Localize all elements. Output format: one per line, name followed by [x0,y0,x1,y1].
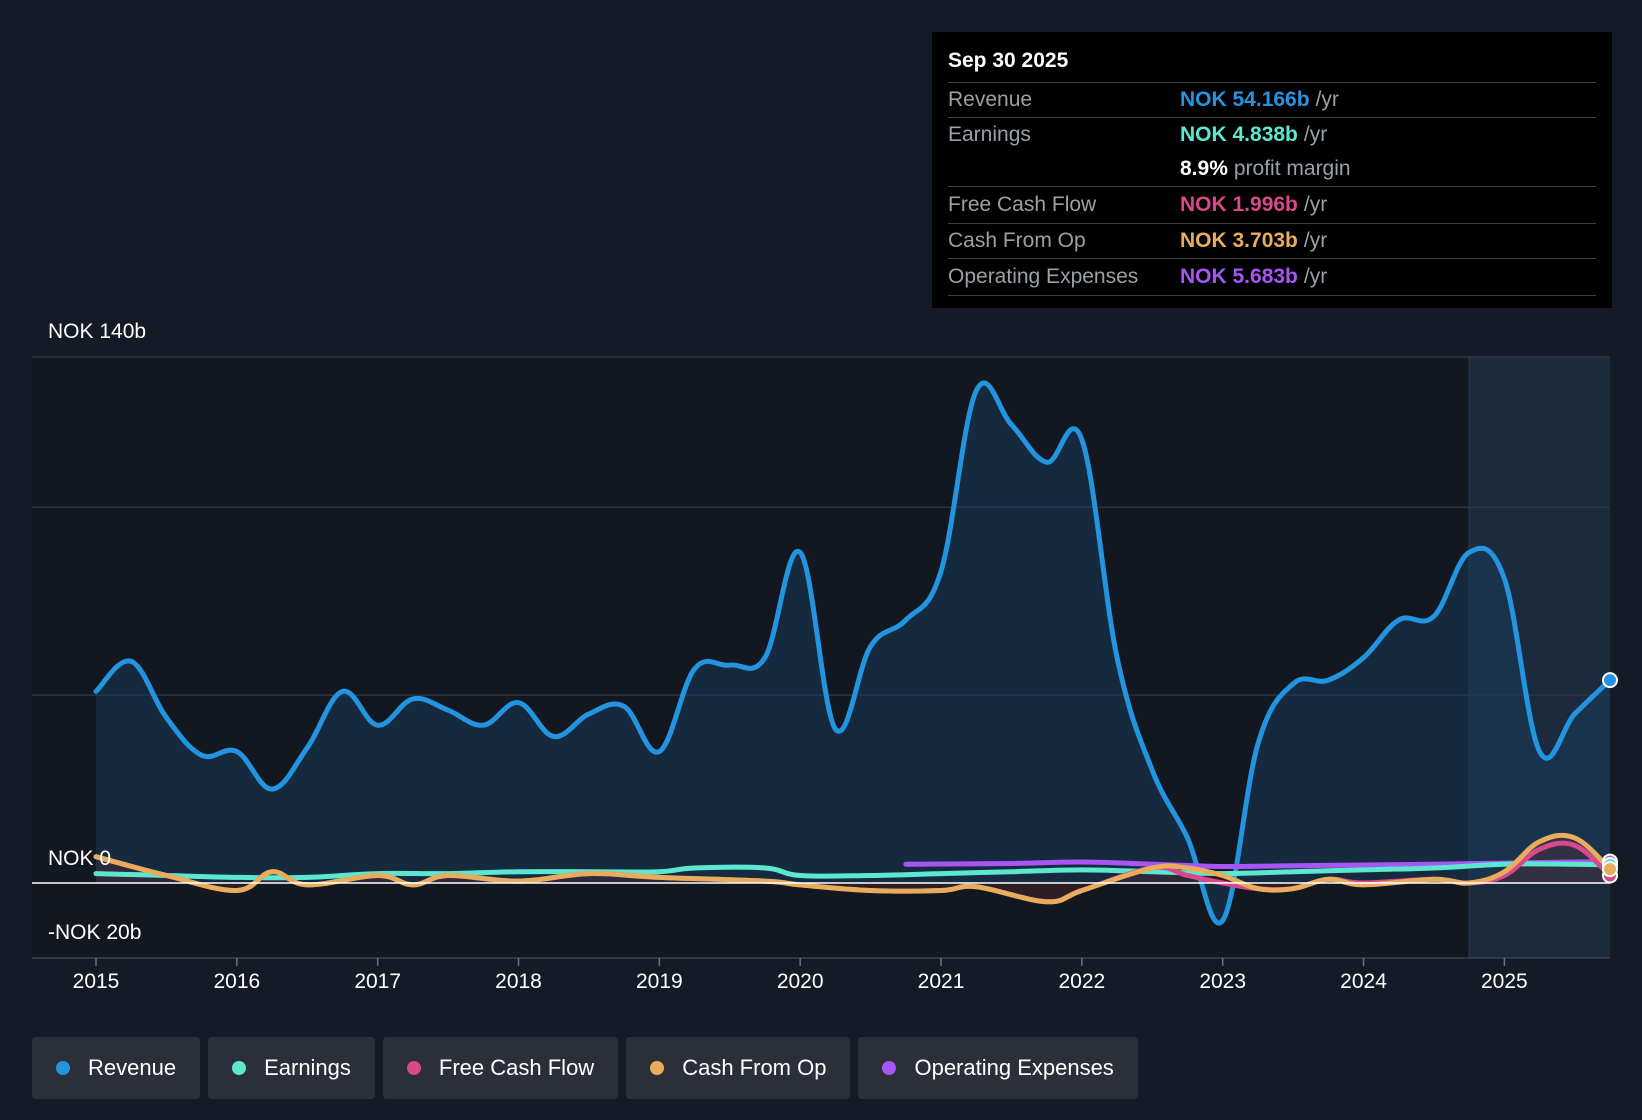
legend-label: Operating Expenses [914,1055,1114,1080]
legend-item-operating-expenses[interactable]: Operating Expenses [858,1037,1138,1099]
tooltip-row: Free Cash Flow NOK 1.996b/yr [948,187,1596,224]
legend-label: Free Cash Flow [438,1055,595,1080]
x-tick-label: 2019 [635,970,683,993]
legend-dot-icon [882,1061,897,1075]
revenue-end-marker [1602,672,1618,689]
legend-dot-icon [232,1061,247,1075]
tooltip-row-unit: /yr [1303,193,1328,216]
tooltip-row-value: 8.9% [1180,157,1228,180]
tooltip-row-label: Revenue [948,88,1033,111]
revenue-area-fill [96,382,1610,924]
tooltip-row-unit: /yr [1315,88,1339,111]
tooltip-row-label: Cash From Op [948,229,1086,252]
tooltip-row-value: NOK 5.683b [1180,265,1298,288]
legend-label: Earnings [264,1055,351,1080]
tooltip-row-unit: /yr [1303,229,1328,252]
tooltip-row-unit: profit margin [1233,157,1351,180]
cash-from-op-end-marker [1602,861,1618,878]
legend-label: Revenue [88,1055,177,1080]
y-label-top: NOK 140b [48,320,147,343]
tooltip-row: 8.9% profit margin [948,152,1596,187]
tooltip-row-value: NOK 1.996b [1180,193,1298,216]
legend: Revenue Earnings Free Cash Flow Cash From O… [32,1037,1146,1099]
x-tick-label: 2023 [1199,970,1247,993]
tooltip-rows: Revenue NOK 54.166b/yr Earnings NOK 4.838b /… [948,83,1596,296]
x-tick-label: 2018 [495,970,542,993]
x-tick-label: 2020 [776,970,824,993]
legend-item-free-cash-flow[interactable]: Free Cash Flow [382,1037,619,1099]
tooltip-row: Cash From Op NOK 3.703b/yr [948,224,1596,259]
tooltip-row: Earnings NOK 4.838b/yr [948,118,1596,152]
tooltip-row: Revenue NOK 54.166b/yr [948,83,1596,118]
revenue-line [93,380,1613,926]
tooltip-row-value: NOK 3.703b [1180,229,1298,252]
tooltip-panel: Sep 30 2025 Revenue NOK 54.166b/yr Earning… [932,32,1612,308]
tooltip-row-unit: /yr [1303,123,1328,146]
x-tick-label: 2016 [213,970,261,993]
cash-from-op-line [93,832,1613,905]
tooltip-row-label: Free Cash Flow [948,193,1097,216]
x-tick-label: 2022 [1058,970,1106,993]
x-tick-label: 2017 [354,970,402,993]
tooltip-row-label: Earnings [948,123,1031,146]
y-label-zero: NOK 0 [48,847,112,870]
x-tick-label: 2024 [1340,970,1387,993]
legend-dot-icon [650,1061,665,1075]
tooltip-row: Operating Expenses NOK 5.683b/yr [948,259,1596,296]
y-label-bottom: -NOK 20b [48,921,142,944]
x-tick-label: 2021 [917,970,965,993]
end-markers [32,672,1618,884]
legend-item-earnings[interactable]: Earnings [208,1037,375,1099]
legend-label: Cash From Op [682,1055,827,1080]
x-tick-label: 2015 [72,970,120,993]
tooltip-row-label: Operating Expenses [948,265,1139,288]
legend-dot-icon [56,1061,70,1075]
tooltip-date: Sep 30 2025 [948,46,1596,83]
tooltip-row-value: NOK 4.838b [1180,123,1298,146]
series-lines [93,380,1613,926]
legend-dot-icon [406,1061,421,1075]
tooltip-row-value: NOK 54.166b [1180,88,1310,111]
x-tick-label: 2025 [1481,970,1528,993]
tooltip-row-unit: /yr [1303,265,1328,288]
legend-item-cash-from-op[interactable]: Cash From Op [626,1037,851,1099]
legend-item-revenue[interactable]: Revenue [32,1037,201,1099]
